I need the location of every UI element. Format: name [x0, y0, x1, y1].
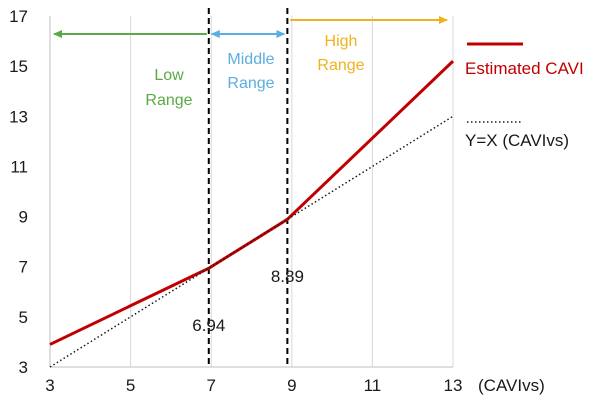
range-label-middle-line1: Middle — [227, 51, 274, 68]
legend: Estimated CAVI Y=X (CAVIvs) — [465, 42, 584, 150]
range-label-high-line2: Range — [317, 57, 364, 74]
x-tick-label-11: 11 — [364, 376, 382, 395]
y-tick-label-5: 5 — [19, 308, 28, 327]
range-label-low-line2: Range — [145, 92, 192, 109]
legend-label-y-equals-x: Y=X (CAVIvs) — [465, 131, 569, 150]
threshold-labels: 6.94 8.89 — [192, 267, 304, 335]
tick-labels: 3 5 7 9 11 13 3 5 7 9 11 13 15 17 (CAVIvs) — [9, 7, 545, 395]
range-label-middle-line2: Range — [227, 75, 274, 92]
threshold-value-label-2: 8.89 — [271, 267, 304, 286]
x-axis-label: (CAVIvs) — [478, 376, 545, 395]
legend-label-estimated-cavi: Estimated CAVI — [465, 59, 584, 78]
range-label-high-line1: High — [325, 33, 358, 50]
y-tick-label-3: 3 — [19, 358, 28, 377]
series-line-y-equals-x — [49, 115, 454, 368]
axes — [49, 16, 453, 368]
x-tick-label-13: 13 — [444, 376, 463, 395]
x-tick-label-7: 7 — [206, 376, 215, 395]
y-tick-label-15: 15 — [9, 57, 28, 76]
x-tick-label-5: 5 — [126, 376, 135, 395]
range-arrows — [53, 16, 448, 38]
range-label-low-line1: Low — [154, 67, 184, 84]
threshold-value-label-1: 6.94 — [192, 316, 225, 335]
series-layer — [49, 60, 455, 368]
series-line-estimated-cavi — [49, 60, 455, 346]
y-tick-label-7: 7 — [19, 258, 28, 277]
y-tick-label-17: 17 — [9, 7, 28, 26]
x-tick-label-9: 9 — [287, 376, 296, 395]
y-tick-label-9: 9 — [19, 208, 28, 227]
x-tick-label-3: 3 — [45, 376, 54, 395]
y-tick-label-11: 11 — [10, 157, 28, 176]
range-labels: Low Range Middle Range High Range — [145, 33, 364, 109]
y-tick-label-13: 13 — [9, 107, 28, 126]
